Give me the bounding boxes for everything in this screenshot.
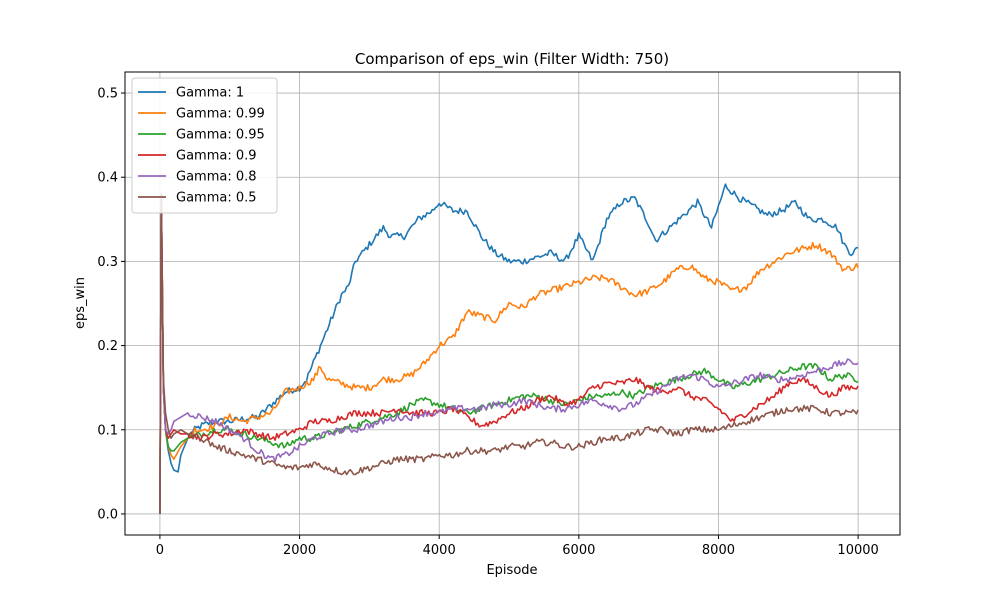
y-tick-label: 0.1 bbox=[97, 423, 118, 438]
legend-label: Gamma: 0.9 bbox=[176, 149, 257, 164]
axis-ticks: 0 2000 4000 6000 8000 10000 0.0 0.1 0.2 0.3 0.4 0.5 bbox=[97, 87, 878, 558]
legend-label: Gamma: 0.8 bbox=[176, 170, 257, 185]
y-tick-label: 0.5 bbox=[97, 87, 118, 102]
x-tick-label: 0 bbox=[156, 543, 164, 558]
chart-title: Comparison of eps_win (Filter Width: 750… bbox=[355, 50, 669, 69]
x-tick-label: 8000 bbox=[702, 543, 735, 558]
series-line-4 bbox=[159, 193, 859, 514]
y-tick-label: 0.4 bbox=[97, 171, 118, 186]
legend-label: Gamma: 0.99 bbox=[176, 107, 265, 122]
legend-label: Gamma: 0.5 bbox=[176, 191, 257, 206]
x-tick-label: 2000 bbox=[283, 543, 316, 558]
legend-label: Gamma: 0.95 bbox=[176, 128, 265, 143]
x-tick-label: 4000 bbox=[423, 543, 456, 558]
plot-frame bbox=[124, 71, 901, 536]
y-tick-label: 0.2 bbox=[97, 339, 118, 354]
series-lines bbox=[159, 183, 859, 514]
series-line-0 bbox=[159, 183, 859, 514]
x-tick-label: 10000 bbox=[837, 543, 878, 558]
x-axis-label: Episode bbox=[486, 563, 537, 578]
y-axis-label: eps_win bbox=[73, 277, 88, 329]
legend: Gamma: 1 Gamma: 0.99 Gamma: 0.95 Gamma: 0.9… bbox=[131, 77, 278, 214]
legend-box bbox=[131, 77, 278, 214]
y-tick-label: 0.0 bbox=[97, 507, 118, 522]
series-line-3 bbox=[159, 193, 859, 514]
series-line-1 bbox=[159, 193, 859, 514]
legend-label: Gamma: 1 bbox=[176, 86, 244, 101]
x-tick-label: 6000 bbox=[562, 543, 595, 558]
y-tick-label: 0.3 bbox=[97, 255, 118, 270]
series-line-5 bbox=[159, 193, 859, 514]
